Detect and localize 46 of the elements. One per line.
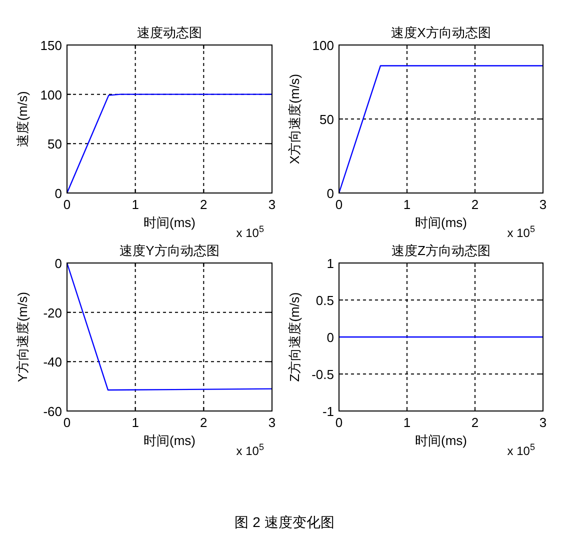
y-tick-label: -0.5: [312, 367, 334, 382]
x-tick-label: 1: [403, 197, 411, 212]
text: x 10$^{5}$: [507, 224, 535, 240]
y-tick-label: -1: [322, 404, 334, 419]
line-series: [66, 262, 273, 391]
x-axis-title: 时间(ms): [144, 215, 196, 230]
y-tick-label: -60: [43, 404, 62, 419]
chart-title: 速度Z方向动态图: [392, 243, 490, 258]
x-axis-title: 时间(ms): [144, 433, 196, 448]
x-tick-label: 3: [268, 415, 276, 430]
text: x 10$^{5}$: [236, 442, 264, 458]
y-tick-label: 50: [48, 136, 62, 152]
x-tick-label: 2: [471, 415, 479, 430]
x-tick-label: 1: [132, 415, 139, 430]
x-tick-label: 2: [471, 197, 479, 212]
chart-title: 速度动态图: [137, 25, 202, 40]
chart-title: 速度X方向动态图: [391, 25, 491, 40]
x-tick-label: 3: [539, 197, 547, 212]
x-tick-label: 1: [132, 197, 139, 212]
text: x 10$^{5}$: [236, 224, 264, 240]
y-tick-label: 0.5: [316, 293, 334, 308]
y-tick-label: 150: [40, 38, 62, 53]
y-tick-label: 50: [320, 112, 334, 127]
y-axis-title: Z方向速度(m/s): [287, 292, 302, 382]
y-tick-label: 0: [326, 186, 334, 201]
x-tick-label: 1: [403, 415, 411, 430]
y-axis-title: 速度(m/s): [15, 91, 30, 147]
y-tick-label: 0: [326, 330, 334, 345]
chart-title: 速度Y方向动态图: [120, 243, 220, 258]
x-axis-title: 时间(ms): [415, 215, 467, 230]
x-tick-label: 3: [539, 415, 547, 430]
y-tick-label: -20: [43, 305, 62, 320]
y-tick-label: 0: [54, 186, 62, 201]
x-tick-label: 2: [200, 415, 208, 430]
y-tick-label: -40: [43, 354, 62, 370]
y-tick-label: 100: [312, 38, 334, 53]
x-tick-label: 2: [200, 197, 208, 212]
text: x 10$^{5}$: [507, 442, 535, 458]
y-tick-label: 1: [326, 256, 334, 271]
y-tick-label: 100: [40, 87, 62, 102]
y-axis-title: Y方向速度(m/s): [15, 292, 30, 382]
x-axis-title: 时间(ms): [415, 433, 467, 448]
x-tick-label: 3: [268, 197, 276, 212]
y-axis-title: X方向速度(m/s): [287, 74, 302, 164]
y-tick-label: 0: [54, 256, 62, 271]
caption: 图 2 速度变化图: [234, 514, 334, 530]
